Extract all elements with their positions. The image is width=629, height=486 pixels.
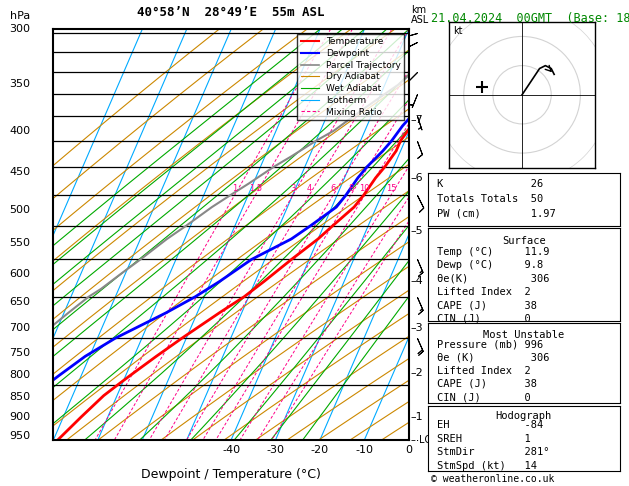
Text: 950: 950	[9, 431, 30, 441]
Text: –5: –5	[411, 226, 423, 236]
Text: –6: –6	[411, 173, 423, 183]
Text: 15: 15	[386, 184, 396, 193]
Text: –1: –1	[411, 412, 423, 422]
Text: 4: 4	[306, 184, 312, 193]
Text: Pressure (mb) 996: Pressure (mb) 996	[437, 339, 543, 349]
Text: 300: 300	[9, 24, 30, 34]
Text: StmDir        281°: StmDir 281°	[437, 447, 550, 457]
Text: Totals Totals  50: Totals Totals 50	[437, 194, 543, 204]
Text: EH            -84: EH -84	[437, 420, 543, 430]
Text: 700: 700	[9, 323, 30, 333]
Text: 900: 900	[9, 412, 30, 422]
Text: K              26: K 26	[437, 179, 543, 189]
Text: 450: 450	[9, 167, 30, 177]
Text: 20: 20	[0, 485, 1, 486]
Text: 10: 10	[359, 184, 370, 193]
Text: 40: 40	[0, 485, 1, 486]
Text: 21.04.2024  00GMT  (Base: 18): 21.04.2024 00GMT (Base: 18)	[431, 12, 629, 25]
Text: CIN (J)       0: CIN (J) 0	[437, 392, 531, 402]
Text: Lifted Index  2: Lifted Index 2	[437, 287, 531, 297]
Text: Temp (°C)     11.9: Temp (°C) 11.9	[437, 247, 550, 257]
Text: 1.5: 1.5	[249, 184, 262, 193]
Text: 30: 30	[0, 485, 1, 486]
Text: Lifted Index  2: Lifted Index 2	[437, 365, 531, 376]
Text: θe (K)         306: θe (K) 306	[437, 352, 550, 363]
Text: -30: -30	[267, 445, 284, 455]
Text: –3: –3	[411, 323, 423, 333]
Text: θe(K)          306: θe(K) 306	[437, 274, 550, 284]
Text: -20: -20	[311, 445, 329, 455]
Text: 6: 6	[330, 184, 336, 193]
Text: 400: 400	[9, 126, 30, 136]
Text: 0: 0	[405, 445, 413, 455]
Text: 550: 550	[9, 238, 30, 248]
Text: 3: 3	[290, 184, 296, 193]
Text: StmSpd (kt)   14: StmSpd (kt) 14	[437, 461, 537, 470]
Text: –4: –4	[411, 277, 423, 286]
Legend: Temperature, Dewpoint, Parcel Trajectory, Dry Adiabat, Wet Adiabat, Isotherm, Mi: Temperature, Dewpoint, Parcel Trajectory…	[297, 34, 404, 120]
Text: 500: 500	[9, 205, 30, 214]
Text: 350: 350	[9, 79, 30, 88]
Text: 800: 800	[9, 370, 30, 381]
Text: – LCL: – LCL	[411, 435, 437, 445]
Text: 1: 1	[232, 184, 237, 193]
Text: hPa: hPa	[10, 11, 30, 21]
Text: Mixing Ratio (g/kg): Mixing Ratio (g/kg)	[435, 189, 445, 280]
Text: 850: 850	[9, 392, 30, 402]
Text: CAPE (J)      38: CAPE (J) 38	[437, 379, 537, 389]
Text: Hodograph: Hodograph	[496, 411, 552, 421]
Text: –2: –2	[411, 368, 423, 378]
Text: Dewp (°C)     9.8: Dewp (°C) 9.8	[437, 260, 543, 270]
Text: 8: 8	[348, 184, 353, 193]
Text: PW (cm)        1.97: PW (cm) 1.97	[437, 209, 556, 219]
Text: Surface: Surface	[502, 236, 545, 246]
Text: CIN (J)       0: CIN (J) 0	[437, 314, 531, 324]
Text: kt: kt	[454, 26, 463, 36]
X-axis label: Dewpoint / Temperature (°C): Dewpoint / Temperature (°C)	[142, 468, 321, 481]
Text: -40: -40	[222, 445, 240, 455]
Text: km
ASL: km ASL	[411, 5, 429, 25]
Text: 650: 650	[9, 297, 30, 307]
Text: Most Unstable: Most Unstable	[483, 330, 564, 340]
Text: 40°58’N  28°49’E  55m ASL: 40°58’N 28°49’E 55m ASL	[137, 6, 325, 19]
Text: SREH          1: SREH 1	[437, 434, 531, 444]
Text: 600: 600	[9, 269, 30, 279]
Text: CAPE (J)      38: CAPE (J) 38	[437, 300, 537, 311]
Text: –7: –7	[411, 115, 423, 125]
Text: -10: -10	[355, 445, 374, 455]
Text: © weatheronline.co.uk: © weatheronline.co.uk	[431, 473, 554, 484]
Text: 750: 750	[9, 347, 30, 358]
Text: 10: 10	[0, 485, 1, 486]
